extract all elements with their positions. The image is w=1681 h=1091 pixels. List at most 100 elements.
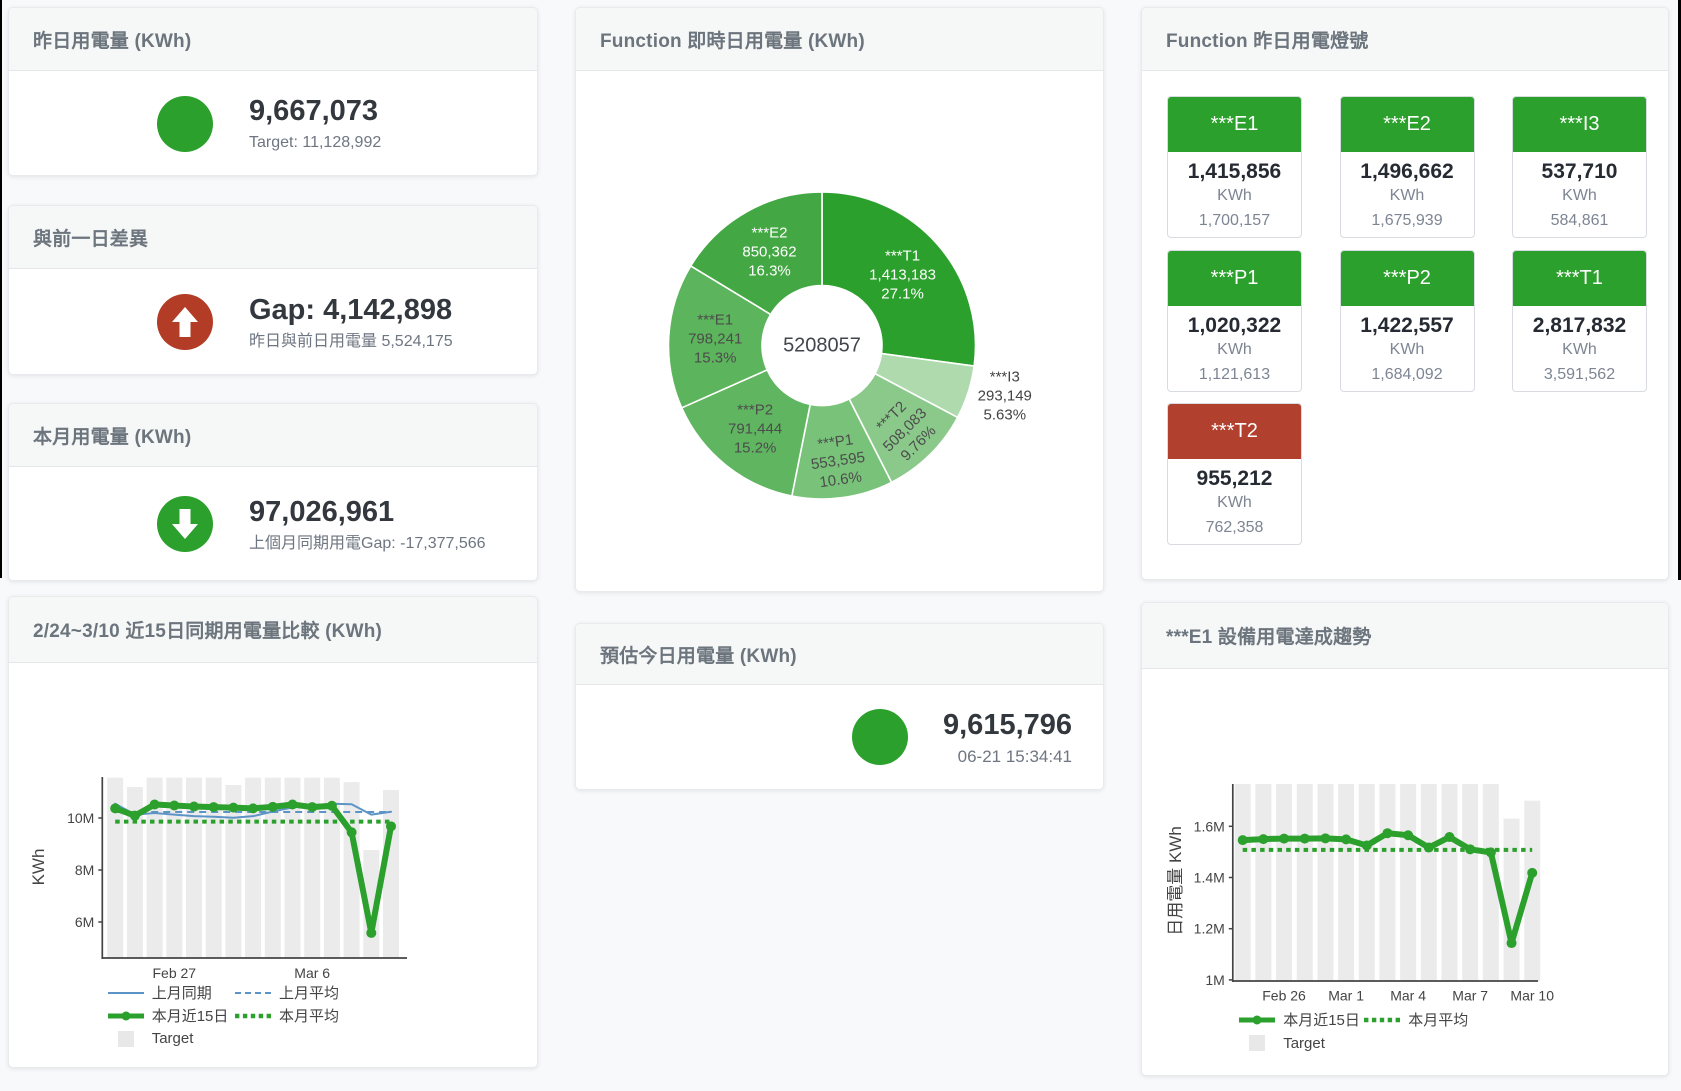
donut-slice-T1[interactable] bbox=[821, 191, 977, 367]
compare-chart-canvas: 6M 8M 10M Feb 27 Mar 6 KWh bbox=[29, 777, 407, 981]
legend-swatch bbox=[117, 1030, 134, 1047]
e1trend-chart-canvas: 1M 1.2M 1.4M 1.6M Feb 26 Mar 1 Mar 4 Mar 7 Mar 1… bbox=[1166, 784, 1554, 1004]
card-compare-chart-title: 2/24~3/10 近15日同期用電量比較 (KWh) bbox=[33, 621, 383, 642]
legend-item-本月平均[interactable]: 本月平均 bbox=[1364, 1009, 1468, 1031]
card-yesterday-usage-header: 昨日用電量 (KWh) bbox=[9, 8, 537, 71]
legend-item-上月平均[interactable]: 上月平均 bbox=[235, 982, 339, 1004]
card-e1-trend-chart: ***E1 設備用電達成趨勢 1M 1.2M 1.4M 1.6M Feb 26 Mar 1… bbox=[1141, 602, 1669, 1076]
light-tile-T1: ***T1 2,817,832 KWh 3,591,562 bbox=[1512, 249, 1647, 392]
legend-swatch bbox=[1249, 1035, 1266, 1052]
x-tick-label: Mar 10 bbox=[1510, 988, 1554, 1004]
legend-label: 本月近15日 bbox=[1283, 1012, 1360, 1030]
x-tick-label: Mar 4 bbox=[1390, 988, 1426, 1004]
light-tile-value: 1,422,557 bbox=[1360, 313, 1454, 337]
card-today-estimate: 預估今日用電量 (KWh) 9,615,796 06-21 15:34:41 bbox=[575, 623, 1104, 790]
light-tile-unit: KWh bbox=[1562, 340, 1597, 358]
light-tile-target: 1,121,613 bbox=[1198, 365, 1271, 383]
legend-item-本月平均[interactable]: 本月平均 bbox=[235, 1005, 339, 1027]
legend-swatch bbox=[107, 1011, 144, 1021]
x-tick-label: Mar 1 bbox=[1328, 988, 1364, 1004]
light-tile-value: 1,415,856 bbox=[1187, 160, 1282, 183]
donut-slice-E1[interactable] bbox=[667, 265, 772, 409]
light-tile-unit: KWh bbox=[1562, 187, 1597, 204]
x-tick-label: Mar 7 bbox=[1452, 988, 1488, 1004]
legend-label: 上月平均 bbox=[279, 985, 340, 1003]
legend-swatch bbox=[235, 991, 271, 994]
light-tile-T2: ***T2 955,212 KWh 762,358 bbox=[1167, 403, 1302, 545]
legend-label: 本月平均 bbox=[1408, 1012, 1469, 1030]
card-e1-trend-chart-title: ***E1 設備用電達成趨勢 bbox=[1166, 627, 1372, 648]
card-yesterday-usage-title: 昨日用電量 (KWh) bbox=[33, 30, 192, 52]
y-tick-label: 1M bbox=[1205, 972, 1224, 988]
light-tile-target: 1,675,939 bbox=[1371, 212, 1443, 229]
donut-slice-P2[interactable] bbox=[680, 369, 812, 497]
gap-prev-day-subtitle: 昨日與前日用電量 5,524,175 bbox=[249, 332, 453, 350]
legend-swatch bbox=[107, 991, 144, 994]
y-tick-label: 1.4M bbox=[1194, 870, 1225, 886]
status-circle-icon bbox=[157, 95, 213, 152]
light-tile-unit: KWh bbox=[1389, 187, 1425, 204]
donut-slice-E2[interactable] bbox=[689, 191, 823, 316]
card-lights-header: Function 昨日用電燈號 bbox=[1142, 8, 1668, 71]
gap-prev-day-value: Gap: 4,142,898 bbox=[249, 293, 453, 326]
x-tick-label: Mar 6 bbox=[294, 965, 330, 981]
card-realtime-donut-header: Function 即時日用電量 (KWh) bbox=[576, 8, 1103, 71]
arrow-down-circle-icon bbox=[157, 496, 213, 552]
light-tile-E2: ***E2 1,496,662 KWh 1,675,939 bbox=[1339, 96, 1475, 238]
card-lights: Function 昨日用電燈號 ***E1 1,415,856 KWh 1,700,1… bbox=[1141, 7, 1669, 580]
light-tile-target: 762,358 bbox=[1205, 519, 1264, 536]
light-tile-name: ***P2 bbox=[1340, 250, 1474, 306]
today-estimate-timestamp: 06-21 15:34:41 bbox=[957, 746, 1073, 766]
legend-label: Target bbox=[1283, 1034, 1325, 1052]
light-tile-name: ***I3 bbox=[1513, 97, 1646, 152]
card-gap-prev-day-title: 與前一日差異 bbox=[33, 228, 149, 250]
legend-swatch bbox=[235, 1013, 271, 1019]
light-tile-unit: KWh bbox=[1217, 187, 1252, 204]
card-month-usage-header: 本月用電量 (KWh) bbox=[9, 404, 537, 467]
card-today-estimate-header: 預估今日用電量 (KWh) bbox=[576, 624, 1103, 685]
card-e1-trend-chart-header: ***E1 設備用電達成趨勢 bbox=[1142, 603, 1668, 669]
light-tile-name: ***P1 bbox=[1168, 250, 1301, 306]
light-tile-E1: ***E1 1,415,856 KWh 1,700,157 bbox=[1167, 96, 1302, 238]
realtime-donut-plot: ***T1 1,413,183 27.1% ***I3 293,149 5.63% ***T… bbox=[576, 71, 1103, 591]
today-estimate-value: 9,615,796 bbox=[943, 708, 1073, 741]
light-tile-value: 2,817,832 bbox=[1532, 313, 1627, 337]
y-axis-title: KWh bbox=[29, 849, 48, 886]
card-month-usage: 本月用電量 (KWh) 97,026,961 上個月同期用電Gap: -17,3… bbox=[8, 403, 538, 581]
legend-item-本月近15日[interactable]: 本月近15日 bbox=[1239, 1009, 1360, 1031]
light-tile-unit: KWh bbox=[1389, 340, 1425, 358]
legend-swatch bbox=[1239, 1015, 1276, 1025]
legend-item-上月同期[interactable]: 上月同期 bbox=[107, 982, 212, 1004]
card-yesterday-usage: 昨日用電量 (KWh) 9,667,073 Target: 11,128,992 bbox=[8, 7, 538, 176]
donut-chart bbox=[667, 191, 977, 500]
target-bars bbox=[1234, 784, 1541, 981]
card-gap-prev-day-header: 與前一日差異 bbox=[9, 206, 537, 269]
x-tick-label: Feb 27 bbox=[153, 965, 197, 981]
legend-swatch bbox=[1364, 1017, 1401, 1023]
light-tile-I3: ***I3 537,710 KWh 584,861 bbox=[1512, 96, 1647, 238]
lights-grid: ***E1 1,415,856 KWh 1,700,157 ***E2 1,496,662… bbox=[1142, 71, 1668, 579]
card-gap-prev-day: 與前一日差異 Gap: 4,142,898 昨日與前日用電量 5,524,175 bbox=[8, 205, 538, 375]
light-tile-value: 955,212 bbox=[1196, 467, 1273, 490]
light-tile-value: 537,710 bbox=[1541, 160, 1618, 183]
y-tick-label: 10M bbox=[67, 810, 94, 826]
y-axis-title: 日用電量 KWh bbox=[1166, 826, 1185, 936]
legend-item-Target[interactable]: Target bbox=[1239, 1032, 1325, 1054]
light-tile-name: ***T2 bbox=[1168, 404, 1301, 459]
card-month-usage-title: 本月用電量 (KWh) bbox=[33, 426, 192, 448]
legend-item-本月近15日[interactable]: 本月近15日 bbox=[107, 1005, 228, 1027]
compare-chart-plot: 6M 8M 10M Feb 27 Mar 6 KWh 上月同期 上月平均 本月近15日 本月平均 T… bbox=[9, 663, 537, 1067]
status-circle-icon bbox=[852, 709, 908, 765]
month-usage-subtitle: 上個月同期用電Gap: -17,377,566 bbox=[249, 534, 486, 552]
light-tile-name: ***T1 bbox=[1513, 250, 1646, 306]
legend-item-Target[interactable]: Target bbox=[108, 1028, 194, 1050]
legend-label: Target bbox=[151, 1030, 194, 1047]
card-realtime-donut: Function 即時日用電量 (KWh) ***T1 1,413,183 27.1… bbox=[575, 7, 1104, 592]
card-realtime-donut-title: Function 即時日用電量 (KWh) bbox=[600, 30, 865, 52]
e1-trend-chart-plot: 1M 1.2M 1.4M 1.6M Feb 26 Mar 1 Mar 4 Mar 7 Mar 1… bbox=[1142, 669, 1668, 1075]
light-tile-unit: KWh bbox=[1217, 494, 1252, 511]
light-tile-P2: ***P2 1,422,557 KWh 1,684,092 bbox=[1339, 249, 1475, 392]
legend-label: 本月平均 bbox=[279, 1008, 340, 1026]
x-tick-label: Feb 26 bbox=[1262, 988, 1306, 1004]
